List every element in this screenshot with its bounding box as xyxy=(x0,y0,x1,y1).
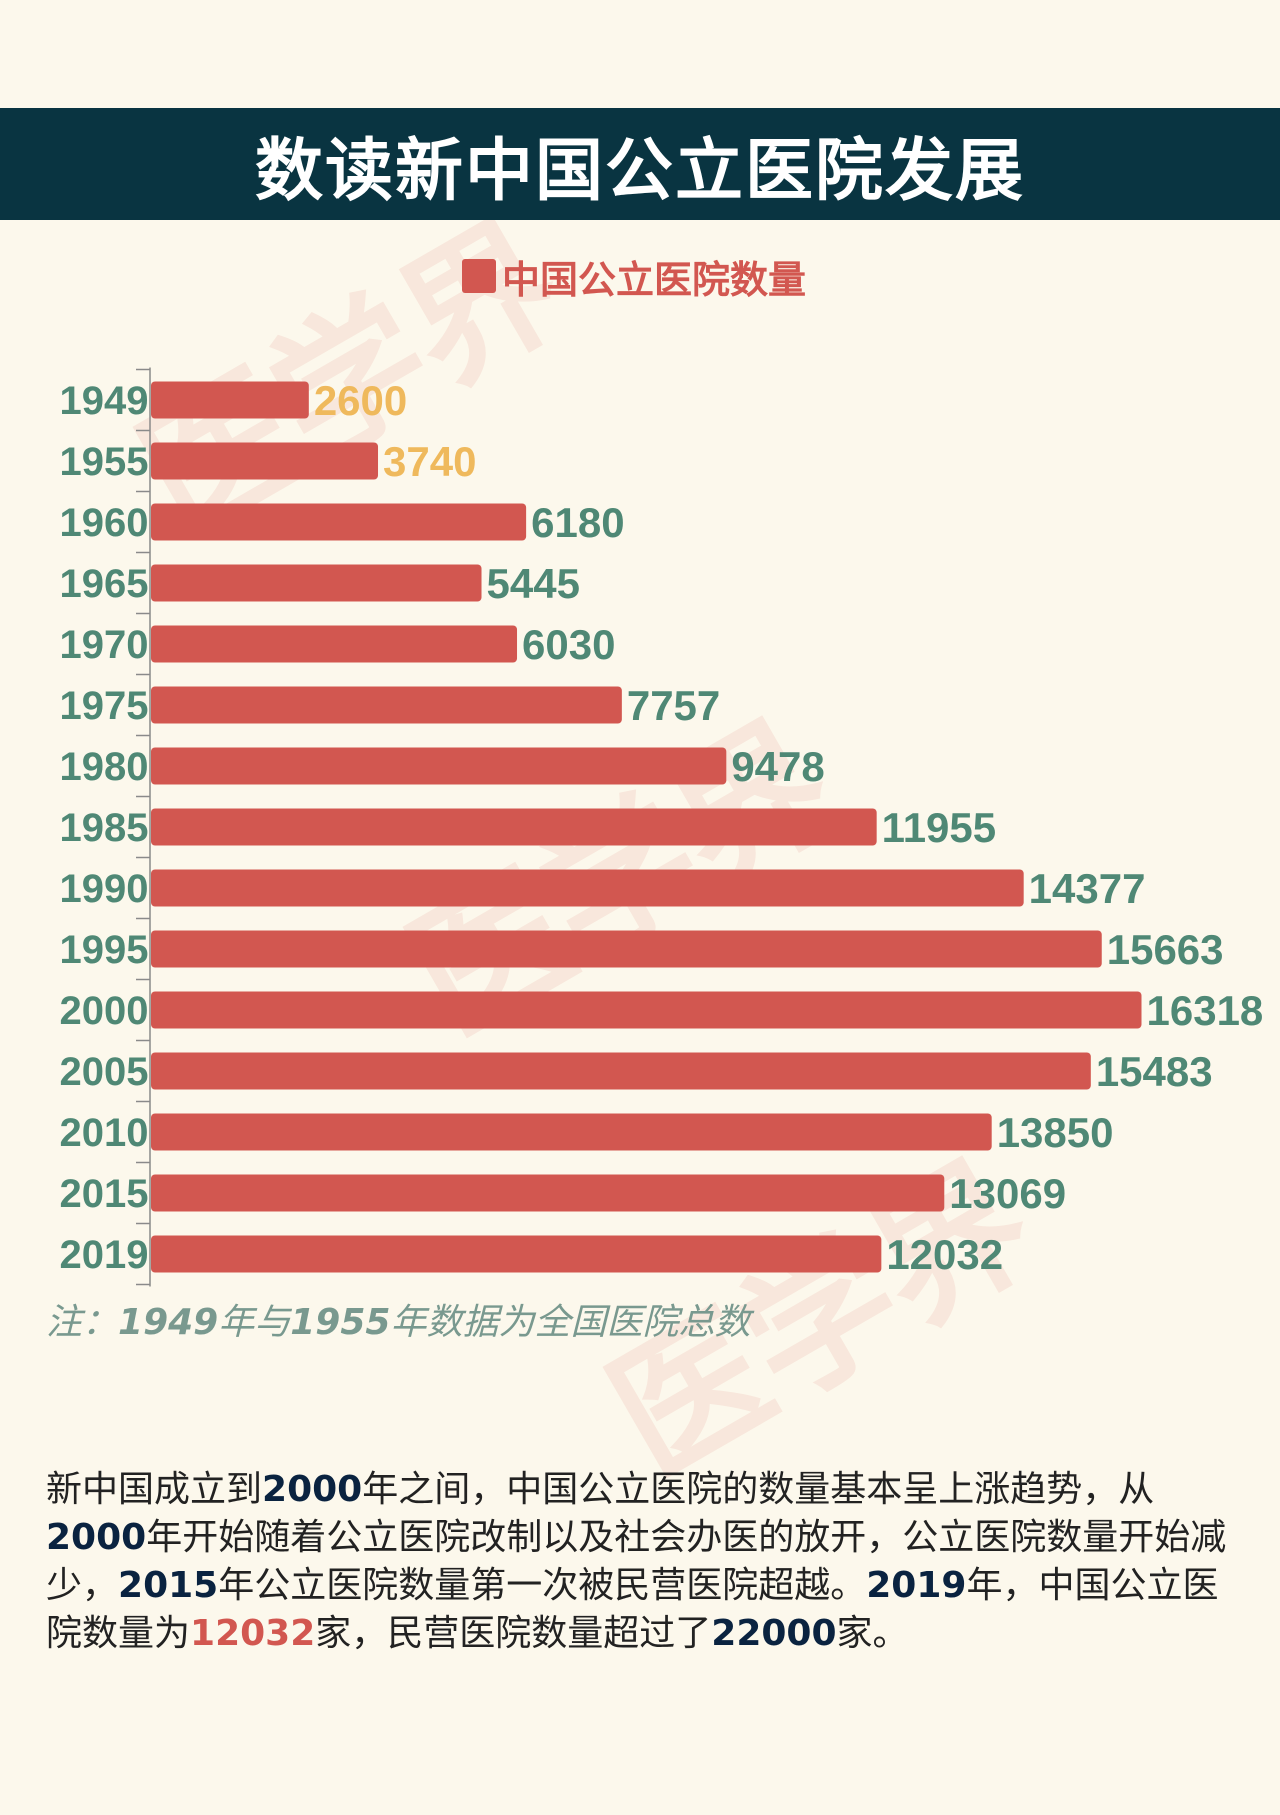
year-tick-label: 1990 xyxy=(60,867,149,911)
bar xyxy=(151,930,1102,968)
chart-note: 注：1949年与1955年数据为全国医院总数 xyxy=(46,1293,750,1345)
note-mid: 年与 xyxy=(218,1302,291,1343)
bar-value-label: 14377 xyxy=(1029,865,1146,912)
bar-value-label: 6030 xyxy=(522,621,615,668)
summary-paragraph: 新中国成立到2000年之间，中国公立医院的数量基本呈上涨趋势，从2000年开始随… xyxy=(46,1466,1246,1658)
bar-value-label: 9478 xyxy=(731,743,824,790)
note-year-1955: 1955 xyxy=(290,1302,391,1343)
summary-number-highlight: 12032 xyxy=(190,1613,316,1654)
bar-value-label: 16318 xyxy=(1147,987,1264,1034)
summary-text: 年公立医院数量第一次被民营医院超越。 xyxy=(218,1565,867,1606)
note-year-1949: 1949 xyxy=(118,1302,219,1343)
year-tick-label: 1975 xyxy=(60,684,149,728)
bar-value-label: 13069 xyxy=(949,1170,1066,1217)
bar xyxy=(151,747,727,785)
year-tick-label: 1985 xyxy=(60,806,149,850)
summary-text: 家。 xyxy=(836,1613,909,1654)
title-banner: 数读新中国公立医院发展 xyxy=(0,108,1280,220)
bar-value-label: 7757 xyxy=(627,682,720,729)
bar xyxy=(151,564,482,602)
note-suffix: 年数据为全国医院总数 xyxy=(390,1302,751,1343)
note-prefix: 注： xyxy=(46,1302,119,1343)
bar-value-label: 3740 xyxy=(383,438,476,485)
year-tick-label: 1970 xyxy=(60,623,149,667)
summary-text: 年开始随着公立医院改制以及社会办医的放开，公立医院数量开始减少， xyxy=(46,1517,1227,1606)
year-tick-label: 1955 xyxy=(60,440,149,484)
summary-number: 2000 xyxy=(262,1469,363,1510)
summary-text: 新中国成立到 xyxy=(46,1469,263,1510)
year-tick-label: 1960 xyxy=(60,501,149,545)
bar xyxy=(151,808,877,846)
summary-number: 2015 xyxy=(118,1565,219,1606)
summary-number: 2019 xyxy=(866,1565,967,1606)
bar-value-label: 2600 xyxy=(314,377,407,424)
year-tick-label: 1980 xyxy=(60,745,149,789)
bar-value-label: 15663 xyxy=(1107,926,1224,973)
legend-label: 中国公立医院数量 xyxy=(502,257,807,302)
bar-value-label: 5445 xyxy=(487,560,580,607)
summary-number: 2000 xyxy=(46,1517,147,1558)
chart-legend: 中国公立医院数量 xyxy=(462,252,806,302)
year-tick-label: 1965 xyxy=(60,562,149,606)
year-tick-label: 2010 xyxy=(60,1111,149,1155)
bar xyxy=(151,686,622,724)
bar xyxy=(151,1235,882,1273)
summary-text: 年，中国公立医院数量为 xyxy=(46,1565,1219,1654)
summary-text: 家，民营医院数量超过了 xyxy=(315,1613,712,1654)
year-tick-label: 2015 xyxy=(60,1172,149,1216)
bar xyxy=(151,991,1142,1029)
bar-value-label: 13850 xyxy=(997,1109,1114,1156)
bar-value-label: 12032 xyxy=(886,1231,1003,1278)
year-tick-label: 2005 xyxy=(60,1050,149,1094)
bar-chart: 1949 2600 1955 3740 1960 6180 1965 5445 1970 6030… xyxy=(60,367,1264,1287)
bar xyxy=(151,1174,945,1212)
bar xyxy=(151,503,527,541)
summary-text: 年之间，中国公立医院的数量基本呈上涨趋势，从 xyxy=(362,1469,1155,1510)
bar xyxy=(151,869,1024,907)
bar-value-label: 6180 xyxy=(531,499,624,546)
year-tick-label: 1949 xyxy=(60,379,149,423)
year-tick-label: 2000 xyxy=(60,989,149,1033)
bar-value-label: 15483 xyxy=(1096,1048,1213,1095)
bar xyxy=(151,1052,1091,1090)
year-tick-label: 1995 xyxy=(60,928,149,972)
summary-number: 22000 xyxy=(711,1613,837,1654)
bar xyxy=(151,1113,992,1151)
legend-swatch xyxy=(462,259,496,293)
bar xyxy=(151,625,518,663)
bar xyxy=(151,442,379,480)
bar xyxy=(151,381,309,419)
year-tick-label: 2019 xyxy=(60,1233,149,1277)
bar-value-label: 11955 xyxy=(882,804,996,851)
page-title: 数读新中国公立医院发展 xyxy=(254,131,1025,211)
